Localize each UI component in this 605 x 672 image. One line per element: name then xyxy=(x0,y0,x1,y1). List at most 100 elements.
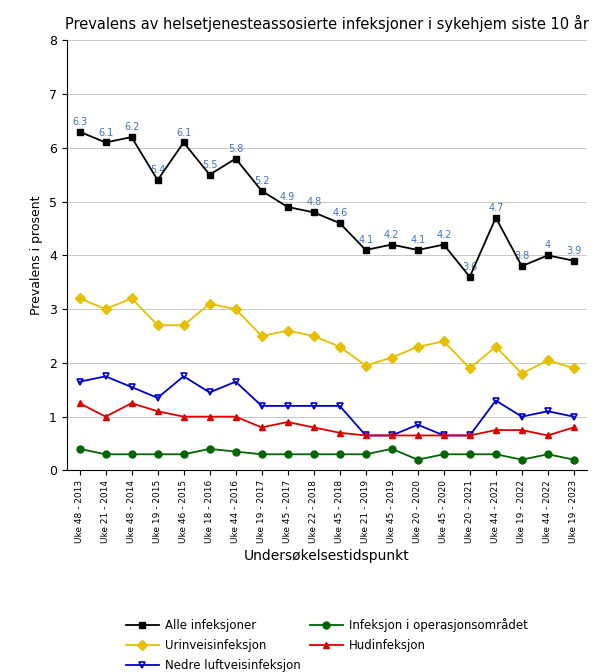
Alle infeksjoner xyxy=(154,176,161,184)
Hudinfeksjon xyxy=(102,413,110,421)
Hudinfeksjon xyxy=(492,426,500,434)
Y-axis label: Prevalens i prosent: Prevalens i prosent xyxy=(30,196,44,315)
Alle infeksjoner xyxy=(258,187,266,195)
Nedre luftveisinfeksjon xyxy=(128,383,136,391)
Nedre luftveisinfeksjon xyxy=(571,413,578,421)
Infeksjon i operasjonsområdet xyxy=(128,450,136,458)
Alle infeksjoner xyxy=(440,241,448,249)
Nedre luftveisinfeksjon xyxy=(232,378,240,386)
Alle infeksjoner xyxy=(310,208,318,216)
Infeksjon i operasjonsområdet xyxy=(76,445,83,453)
Urinveisinfeksjon xyxy=(518,370,525,378)
Text: 4: 4 xyxy=(544,241,551,251)
Urinveisinfeksjon xyxy=(258,332,266,340)
Nedre luftveisinfeksjon xyxy=(492,396,500,405)
Hudinfeksjon xyxy=(206,413,214,421)
Infeksjon i operasjonsområdet xyxy=(518,456,525,464)
Alle infeksjoner xyxy=(571,257,578,265)
Infeksjon i operasjonsområdet xyxy=(492,450,500,458)
Hudinfeksjon xyxy=(284,418,292,426)
Urinveisinfeksjon xyxy=(154,321,161,329)
Hudinfeksjon xyxy=(310,423,318,431)
Infeksjon i operasjonsområdet xyxy=(206,445,214,453)
Title: Prevalens av helsetjenesteassosierte infeksjoner i sykehjem siste 10 år: Prevalens av helsetjenesteassosierte inf… xyxy=(65,15,589,32)
Urinveisinfeksjon xyxy=(102,305,110,313)
Text: 5.4: 5.4 xyxy=(150,165,165,175)
Infeksjon i operasjonsområdet xyxy=(362,450,369,458)
Infeksjon i operasjonsområdet xyxy=(388,445,396,453)
Infeksjon i operasjonsområdet xyxy=(232,448,240,456)
Urinveisinfeksjon xyxy=(310,332,318,340)
Alle infeksjoner xyxy=(102,138,110,146)
Text: 6.1: 6.1 xyxy=(176,128,191,138)
Line: Hudinfeksjon: Hudinfeksjon xyxy=(76,400,577,439)
Hudinfeksjon xyxy=(544,431,552,439)
Text: 6.2: 6.2 xyxy=(124,122,139,132)
Alle infeksjoner xyxy=(206,171,214,179)
X-axis label: Undersøkelsestidspunkt: Undersøkelsestidspunkt xyxy=(244,549,410,563)
Line: Urinveisinfeksjon: Urinveisinfeksjon xyxy=(76,295,577,377)
Text: 3.9: 3.9 xyxy=(566,246,581,256)
Alle infeksjoner xyxy=(492,214,500,222)
Text: 6.1: 6.1 xyxy=(98,128,113,138)
Infeksjon i operasjonsområdet xyxy=(180,450,188,458)
Alle infeksjoner xyxy=(544,251,552,259)
Text: 3.6: 3.6 xyxy=(462,262,477,272)
Hudinfeksjon xyxy=(258,423,266,431)
Urinveisinfeksjon xyxy=(206,300,214,308)
Infeksjon i operasjonsområdet xyxy=(414,456,422,464)
Hudinfeksjon xyxy=(388,431,396,439)
Infeksjon i operasjonsområdet xyxy=(102,450,110,458)
Nedre luftveisinfeksjon xyxy=(544,407,552,415)
Urinveisinfeksjon xyxy=(284,327,292,335)
Alle infeksjoner xyxy=(284,203,292,211)
Hudinfeksjon xyxy=(571,423,578,431)
Hudinfeksjon xyxy=(76,399,83,407)
Infeksjon i operasjonsområdet xyxy=(544,450,552,458)
Urinveisinfeksjon xyxy=(180,321,188,329)
Text: 6.3: 6.3 xyxy=(72,117,87,127)
Text: 4.1: 4.1 xyxy=(410,235,425,245)
Urinveisinfeksjon xyxy=(362,362,369,370)
Urinveisinfeksjon xyxy=(466,364,474,372)
Infeksjon i operasjonsområdet xyxy=(336,450,344,458)
Text: 5.2: 5.2 xyxy=(254,176,269,186)
Hudinfeksjon xyxy=(362,431,369,439)
Nedre luftveisinfeksjon xyxy=(388,431,396,439)
Alle infeksjoner xyxy=(518,262,525,270)
Text: 4.1: 4.1 xyxy=(358,235,373,245)
Urinveisinfeksjon xyxy=(336,343,344,351)
Urinveisinfeksjon xyxy=(571,364,578,372)
Alle infeksjoner xyxy=(128,133,136,141)
Nedre luftveisinfeksjon xyxy=(518,413,525,421)
Alle infeksjoner xyxy=(232,155,240,163)
Text: 3.8: 3.8 xyxy=(514,251,529,261)
Nedre luftveisinfeksjon xyxy=(362,431,369,439)
Alle infeksjoner xyxy=(336,219,344,227)
Nedre luftveisinfeksjon xyxy=(440,431,448,439)
Urinveisinfeksjon xyxy=(440,337,448,345)
Urinveisinfeksjon xyxy=(414,343,422,351)
Hudinfeksjon xyxy=(466,431,474,439)
Text: 5.5: 5.5 xyxy=(202,160,217,170)
Nedre luftveisinfeksjon xyxy=(310,402,318,410)
Nedre luftveisinfeksjon xyxy=(466,431,474,439)
Infeksjon i operasjonsområdet xyxy=(310,450,318,458)
Text: 4.7: 4.7 xyxy=(488,203,503,213)
Infeksjon i operasjonsområdet xyxy=(466,450,474,458)
Infeksjon i operasjonsområdet xyxy=(154,450,161,458)
Legend: Alle infeksjoner, Urinveisinfeksjon, Nedre luftveisinfeksjon, Infeksjon i operas: Alle infeksjoner, Urinveisinfeksjon, Ned… xyxy=(126,618,528,672)
Text: 4.2: 4.2 xyxy=(384,230,399,240)
Urinveisinfeksjon xyxy=(76,294,83,302)
Hudinfeksjon xyxy=(232,413,240,421)
Urinveisinfeksjon xyxy=(128,294,136,302)
Alle infeksjoner xyxy=(76,128,83,136)
Hudinfeksjon xyxy=(128,399,136,407)
Text: 4.8: 4.8 xyxy=(306,198,321,208)
Nedre luftveisinfeksjon xyxy=(154,394,161,402)
Nedre luftveisinfeksjon xyxy=(180,372,188,380)
Hudinfeksjon xyxy=(180,413,188,421)
Alle infeksjoner xyxy=(180,138,188,146)
Nedre luftveisinfeksjon xyxy=(258,402,266,410)
Line: Nedre luftveisinfeksjon: Nedre luftveisinfeksjon xyxy=(76,373,577,439)
